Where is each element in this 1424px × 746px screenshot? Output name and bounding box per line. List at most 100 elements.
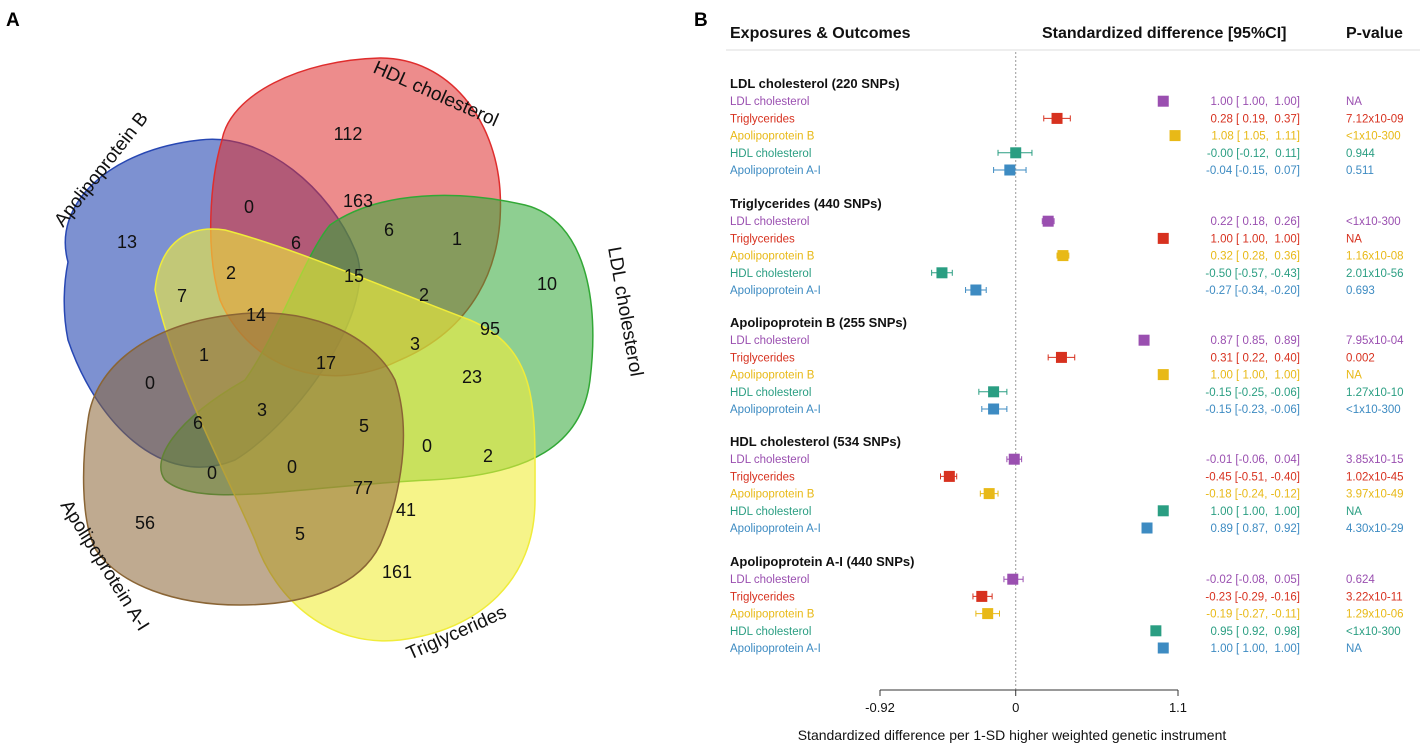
venn-count: 5: [359, 416, 369, 436]
venn-count: 10: [537, 274, 557, 294]
row-outcome-label: Apolipoprotein B: [730, 370, 815, 382]
point-estimate: [1010, 147, 1022, 159]
row-outcome-label: Apolipoprotein A-I: [730, 285, 821, 297]
row-pvalue: 4.30x10-29: [1346, 523, 1404, 535]
venn-count: 2: [226, 263, 236, 283]
row-ci-text: -0.23 [-0.29, -0.16]: [1205, 591, 1300, 603]
row-pvalue: 0.002: [1346, 352, 1375, 364]
venn-count: 41: [396, 500, 416, 520]
venn-count: 6: [193, 413, 203, 433]
row-ci-text: -0.01 [-0.06, 0.04]: [1206, 454, 1300, 466]
point-estimate: [1004, 164, 1016, 176]
row-ci-text: -0.18 [-0.24, -0.12]: [1205, 489, 1300, 501]
row-outcome-label: Triglycerides: [730, 471, 795, 483]
column-header-estimate: Standardized difference [95%CI]: [1042, 25, 1287, 42]
row-pvalue: 1.27x10-10: [1346, 387, 1404, 399]
point-estimate: [1138, 334, 1150, 346]
row-pvalue: 0.624: [1346, 574, 1375, 586]
point-estimate: [1057, 250, 1069, 262]
venn-count: 163: [343, 191, 373, 211]
venn-count: 95: [480, 319, 500, 339]
point-estimate: [982, 608, 994, 620]
venn-diagram: 112 163 0 13 6 6 1 10 2 7 15 2 95 14 1 1…: [50, 57, 647, 665]
venn-count: 6: [384, 220, 394, 240]
venn-count: 7: [177, 286, 187, 306]
x-axis-ticks: -0.92 0 1.1: [865, 690, 1187, 715]
row-ci-text: -0.27 [-0.34, -0.20]: [1205, 285, 1300, 297]
row-outcome-label: HDL cholesterol: [730, 626, 811, 638]
row-outcome-label: Apolipoprotein A-I: [730, 165, 821, 177]
venn-count: 6: [291, 233, 301, 253]
venn-count: 13: [117, 232, 137, 252]
row-pvalue: 1.16x10-08: [1346, 251, 1404, 263]
row-ci-text: 0.95 [ 0.92, 0.98]: [1210, 626, 1300, 638]
venn-count: 112: [334, 124, 363, 144]
row-pvalue: NA: [1346, 370, 1362, 382]
point-estimate: [983, 488, 995, 500]
row-pvalue: 3.97x10-49: [1346, 489, 1404, 501]
point-estimate: [936, 267, 948, 279]
row-outcome-label: LDL cholesterol: [730, 216, 809, 228]
venn-count: 0: [287, 457, 297, 477]
row-outcome-label: LDL cholesterol: [730, 96, 809, 108]
row-pvalue: NA: [1346, 643, 1362, 655]
venn-count: 14: [246, 305, 266, 325]
row-pvalue: 1.29x10-06: [1346, 609, 1404, 621]
venn-count: 56: [135, 513, 155, 533]
point-estimate: [988, 386, 1000, 398]
venn-label-ldl: LDL cholesterol: [603, 245, 646, 378]
venn-count: 0: [422, 436, 432, 456]
group-title: Apolipoprotein A-I (440 SNPs): [730, 554, 914, 569]
row-outcome-label: Apolipoprotein B: [730, 251, 815, 263]
row-ci-text: 1.00 [ 1.00, 1.00]: [1210, 233, 1300, 245]
row-outcome-label: Triglycerides: [730, 352, 795, 364]
point-estimate: [1150, 625, 1162, 637]
row-outcome-label: HDL cholesterol: [730, 148, 811, 160]
row-pvalue: <1x10-300: [1346, 404, 1401, 416]
point-estimate: [1055, 351, 1067, 363]
row-ci-text: -0.02 [-0.08, 0.05]: [1206, 574, 1300, 586]
row-outcome-label: Apolipoprotein B: [730, 489, 815, 501]
row-outcome-label: LDL cholesterol: [730, 335, 809, 347]
row-pvalue: 7.95x10-04: [1346, 335, 1404, 347]
venn-count: 23: [462, 367, 482, 387]
venn-count: 0: [145, 373, 155, 393]
row-outcome-label: Apolipoprotein A-I: [730, 404, 821, 416]
row-pvalue: NA: [1346, 506, 1362, 518]
point-estimate: [1169, 130, 1181, 142]
venn-count: 0: [244, 197, 254, 217]
row-outcome-label: Apolipoprotein B: [730, 609, 815, 621]
venn-count: 17: [316, 353, 336, 373]
row-ci-text: 1.00 [ 1.00, 1.00]: [1210, 643, 1300, 655]
row-pvalue: 7.12x10-09: [1346, 113, 1404, 125]
row-outcome-label: HDL cholesterol: [730, 506, 811, 518]
venn-count: 77: [353, 478, 373, 498]
row-ci-text: -0.00 [-0.12, 0.11]: [1207, 148, 1300, 160]
venn-count: 5: [295, 524, 305, 544]
point-estimate: [1007, 573, 1019, 585]
panel-b-letter: B: [694, 10, 708, 31]
row-ci-text: -0.15 [-0.23, -0.06]: [1205, 404, 1300, 416]
column-header-outcomes: Exposures & Outcomes: [730, 25, 911, 42]
row-ci-text: -0.15 [-0.25, -0.06]: [1205, 387, 1300, 399]
group-title: Apolipoprotein B (255 SNPs): [730, 315, 907, 330]
row-ci-text: 0.87 [ 0.85, 0.89]: [1210, 335, 1300, 347]
x-tick-label: 1.1: [1169, 700, 1187, 715]
venn-count: 0: [207, 463, 217, 483]
row-ci-text: 1.08 [ 1.05, 1.11]: [1211, 131, 1300, 143]
row-pvalue: 3.22x10-11: [1346, 591, 1403, 603]
venn-count: 1: [452, 229, 462, 249]
group-title: LDL cholesterol (220 SNPs): [730, 76, 900, 91]
point-estimate: [970, 284, 982, 296]
row-ci-text: 0.89 [ 0.87, 0.92]: [1210, 523, 1300, 535]
row-outcome-label: HDL cholesterol: [730, 387, 811, 399]
row-pvalue: 3.85x10-15: [1346, 454, 1404, 466]
row-ci-text: 0.28 [ 0.19, 0.37]: [1210, 113, 1300, 125]
row-pvalue: <1x10-300: [1346, 216, 1401, 228]
x-tick-label: 0: [1012, 700, 1019, 715]
row-ci-text: 1.00 [ 1.00, 1.00]: [1210, 370, 1300, 382]
venn-set-apoa1: [82, 312, 405, 606]
row-pvalue: 2.01x10-56: [1346, 268, 1404, 280]
point-estimate: [1157, 505, 1169, 517]
row-ci-text: 0.32 [ 0.28, 0.36]: [1210, 251, 1300, 263]
